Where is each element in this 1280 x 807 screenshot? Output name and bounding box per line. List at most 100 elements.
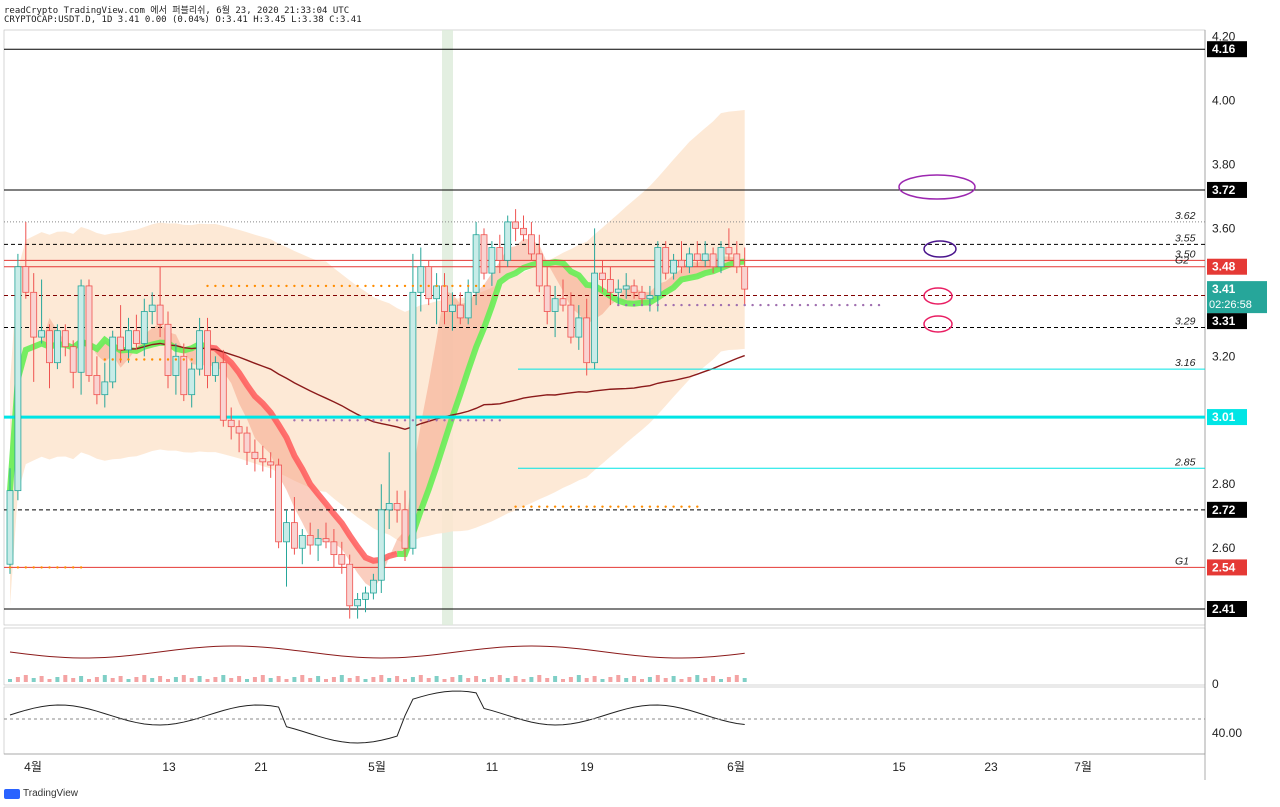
candle-body-73 xyxy=(583,317,591,364)
candle-body-56 xyxy=(448,304,456,312)
candle-body-24 xyxy=(196,330,204,370)
osc-bar-35 xyxy=(284,679,289,682)
dot-level-e xyxy=(364,419,367,422)
osc-bar-73 xyxy=(584,678,589,682)
chart-header-ohlc: CRYPTOCAP:USDT.D, 1D 3.41 0.00 (0.04%) O… xyxy=(4,15,362,25)
x-tick-2: 21 xyxy=(254,760,268,774)
candle-body-55 xyxy=(441,285,448,312)
dot-level-c xyxy=(174,358,178,361)
annotation-ellipse-top xyxy=(898,174,976,200)
dot-level-f xyxy=(688,303,691,307)
rsi-line xyxy=(9,690,745,744)
dot-level-c xyxy=(143,358,146,361)
osc-bar-18 xyxy=(150,678,155,682)
osc-bar-90 xyxy=(719,679,723,682)
price-badge-11-bg xyxy=(1207,501,1247,518)
dot-level-c xyxy=(103,358,107,361)
dot-level-e xyxy=(411,419,415,422)
osc-bar-15 xyxy=(126,679,131,682)
osc-bar-33 xyxy=(268,678,273,682)
osc-bar-63 xyxy=(505,678,510,682)
candle-body-53 xyxy=(425,266,433,300)
dot-level-e xyxy=(490,419,494,422)
x-tick-0: 4월 xyxy=(24,760,42,774)
dot-level-d xyxy=(609,505,612,508)
candle-body-79 xyxy=(630,285,638,293)
candle-body-88 xyxy=(701,253,709,261)
osc-bar-46 xyxy=(371,677,376,682)
candle-body-61 xyxy=(488,247,496,274)
dot-level-f xyxy=(783,303,786,307)
candle-body-65 xyxy=(520,227,527,236)
candle-body-29 xyxy=(235,426,243,434)
osc-bar-89 xyxy=(711,676,716,682)
dot-level-b xyxy=(309,284,312,288)
dot-level-e xyxy=(451,419,454,422)
annotation-ellipse-low1 xyxy=(923,287,953,305)
osc-bar-41 xyxy=(331,677,336,682)
candle-body-68 xyxy=(543,285,551,312)
dot-level-b xyxy=(324,284,328,288)
candle-body-28 xyxy=(227,419,235,428)
candle-body-43 xyxy=(346,563,354,607)
level-label-4: 3.50 xyxy=(1175,248,1196,260)
dot-level-a xyxy=(40,566,43,569)
level-label-12: G1 xyxy=(1175,555,1189,567)
dot-level-a xyxy=(24,566,27,569)
candle-body-54 xyxy=(433,285,441,300)
dot-level-b xyxy=(419,284,422,288)
candle-body-33 xyxy=(267,461,275,466)
current-price-value: 3.41 xyxy=(1212,282,1236,296)
candle-body-15 xyxy=(125,330,132,351)
dot-level-f xyxy=(640,303,644,307)
candle-body-17 xyxy=(140,311,148,344)
candle-body-41 xyxy=(330,541,338,556)
osc-bar-87 xyxy=(695,675,700,682)
dot-level-f xyxy=(862,303,865,307)
y-tick-8: 2.60 xyxy=(1212,541,1236,555)
osc-bar-30 xyxy=(245,679,249,682)
x-tick-6: 6월 xyxy=(727,760,745,774)
dot-level-d xyxy=(569,505,573,508)
candle-body-87 xyxy=(693,253,701,261)
dot-level-c xyxy=(127,358,130,361)
y-tick-2: 3.80 xyxy=(1212,157,1236,171)
tradingview-logo-icon xyxy=(4,788,20,799)
price-badge-9: 3.01 xyxy=(1212,410,1236,424)
osc-bar-3 xyxy=(31,678,36,682)
dot-level-f xyxy=(617,303,620,307)
dot-level-c xyxy=(151,358,154,361)
dot-level-b xyxy=(348,284,351,288)
dot-level-f xyxy=(632,303,636,307)
dot-level-f xyxy=(656,303,659,307)
osc-bar-36 xyxy=(292,677,297,682)
osc-bar-67 xyxy=(537,675,542,682)
candle-body-19 xyxy=(156,304,164,325)
dot-level-b xyxy=(230,284,233,288)
dot-level-e xyxy=(467,419,470,422)
candle-body-2 xyxy=(22,266,30,293)
dot-level-d xyxy=(648,505,652,508)
dot-level-f xyxy=(830,303,833,307)
y-tick-1: 4.00 xyxy=(1212,93,1236,107)
oscillator-pane xyxy=(3,627,1206,686)
osc-bar-23 xyxy=(189,678,194,682)
price-badge-1-bg xyxy=(1207,181,1247,198)
osc-bar-27 xyxy=(221,675,226,682)
candle-body-4 xyxy=(38,330,45,338)
bollinger-cloud xyxy=(10,110,745,606)
price-badge-12: 2.54 xyxy=(1212,560,1236,574)
dot-level-a xyxy=(16,566,20,569)
osc-bar-10 xyxy=(87,679,91,682)
price-badge-9-bg xyxy=(1207,409,1247,426)
osc-bar-59 xyxy=(474,676,479,682)
dot-level-d xyxy=(680,505,683,508)
dot-level-b xyxy=(285,284,288,288)
dot-level-c xyxy=(135,358,138,361)
candle-body-25 xyxy=(204,330,211,376)
osc-bar-7 xyxy=(63,675,68,682)
candle-body-39 xyxy=(314,538,322,546)
dot-level-e xyxy=(372,419,375,422)
osc-bar-62 xyxy=(497,675,502,682)
